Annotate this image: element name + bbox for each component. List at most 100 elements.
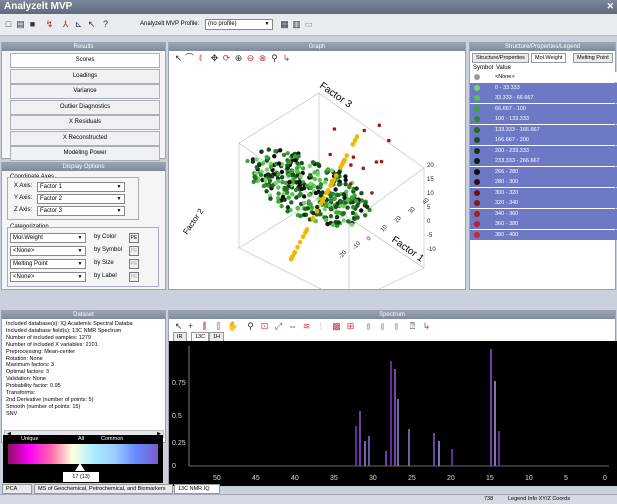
window-icon[interactable]: ▭ <box>304 19 313 29</box>
pointer-icon[interactable]: ↖ <box>174 321 183 331</box>
reset-icon[interactable]: ⊗ <box>258 53 267 63</box>
rotate-icon[interactable]: ⟳ <box>222 53 231 63</box>
lasso-icon[interactable]: ⌒ <box>184 53 194 63</box>
chart-icon[interactable]: ↯ <box>45 19 54 29</box>
open-folder-icon[interactable]: ▤ <box>16 19 25 29</box>
export-icon[interactable]: ↳ <box>422 321 431 331</box>
scroll-left-icon[interactable]: ◀ <box>7 431 11 437</box>
table-icon[interactable]: ▥ <box>292 19 301 29</box>
scroll-right-icon[interactable]: ▶ <box>157 431 161 437</box>
legend-row[interactable]: 200 - 233.333 <box>470 145 617 156</box>
scatter-point <box>302 212 307 217</box>
document-tab-1[interactable]: MS of Geochemical, Petrochemical, and Bi… <box>34 484 173 494</box>
color-map-icon[interactable]: ▩ <box>332 321 341 331</box>
category-select-0[interactable]: Mol.Weight ▼ <box>10 233 86 243</box>
axis-select-label-2: Z Axis: <box>14 207 33 213</box>
scatter-point <box>261 183 267 189</box>
stack-icon[interactable]: ⫶ <box>319 321 322 331</box>
category-options-button-2[interactable]: PE <box>129 259 139 269</box>
axis-icon[interactable]: ↳ <box>282 53 291 63</box>
category-select-1[interactable]: <None> ▼ <box>10 246 86 256</box>
grid-icon[interactable]: ⊞ <box>346 321 355 331</box>
category-options-button-3[interactable]: PE <box>129 272 139 282</box>
results-item-1[interactable]: Loadings <box>10 68 160 84</box>
legend-row[interactable]: 266 - 280 <box>470 166 617 177</box>
category-options-button-1[interactable]: PE <box>129 246 139 256</box>
graph-z-tick: -10 <box>427 247 436 253</box>
scatter-point <box>337 170 342 175</box>
legend-row[interactable]: 233.333 - 266.667 <box>470 156 617 166</box>
move-icon[interactable]: ✥ <box>210 53 219 63</box>
axis-select-1[interactable]: Factor 2 ▼ <box>37 194 125 204</box>
category-select-2[interactable]: Melting Point ▼ <box>10 259 86 269</box>
results-item-6[interactable]: Modeling Power <box>10 146 160 161</box>
legend-row[interactable]: 0 - 33.333 <box>470 82 617 93</box>
grid-icon[interactable]: ▦ <box>280 19 289 29</box>
legend-row[interactable]: 360 - 380 <box>470 219 617 229</box>
axis-select-2[interactable]: Factor 3 ▼ <box>37 206 125 216</box>
scores-3d-plot[interactable]: Factor 3 Factor 1 Factor 2 -20-100102030… <box>169 63 467 291</box>
legend-tab-1[interactable]: Mol.Weight <box>531 53 567 63</box>
model-icon[interactable]: ⅄ <box>62 19 69 29</box>
zoom-out-icon[interactable]: ⊖ <box>246 53 255 63</box>
legend-row[interactable]: 100 - 133.333 <box>470 114 617 124</box>
scatter-point <box>264 167 270 172</box>
document-tab-2[interactable]: 13C NMR IQ <box>174 484 220 494</box>
peaks-icon[interactable]: ⫼ <box>202 321 207 331</box>
legend-row[interactable]: 280 - 300 <box>470 177 617 187</box>
profile-select[interactable]: (no profile) ▼ <box>205 19 273 30</box>
zoom-in-icon[interactable]: ⊕ <box>234 53 243 63</box>
results-item-0[interactable]: Scores <box>10 53 160 68</box>
legend-row[interactable]: 66.667 - 100 <box>470 103 617 114</box>
scatter-point <box>343 177 348 183</box>
legend-row[interactable]: 133.333 - 166.667 <box>470 124 617 135</box>
legend-row[interactable]: 380 - 400 <box>470 229 617 240</box>
legend-row[interactable]: 166.667 - 200 <box>470 135 617 145</box>
overlay-icon[interactable]: ≋ <box>302 321 311 331</box>
legend-value: 280 - 300 <box>495 179 519 185</box>
legend-value: 380 - 400 <box>495 231 519 238</box>
legend-row[interactable]: 320 - 340 <box>470 198 617 208</box>
category-options-button-0[interactable]: PE <box>129 233 139 243</box>
hand-icon[interactable]: ✋ <box>227 321 239 331</box>
axis-select-0[interactable]: Factor 1 ▼ <box>37 182 125 192</box>
scatter-point <box>339 203 344 208</box>
legend-value: 200 - 233.333 <box>495 147 529 154</box>
zoom-area-icon[interactable]: ⊡ <box>260 321 269 331</box>
legend-tab-2[interactable]: Melting Point <box>573 53 613 63</box>
legend-row[interactable]: 33.333 - 66.667 <box>470 93 617 103</box>
magnify-icon[interactable]: ⚲ <box>271 53 278 63</box>
results-item-3[interactable]: Outlier Diagnostics <box>10 99 160 115</box>
brush-icon[interactable]: ℓ <box>199 53 202 63</box>
document-tab-0[interactable]: PCA <box>2 484 32 494</box>
legend-row[interactable]: <None> <box>470 72 617 82</box>
save-icon[interactable]: ■ <box>29 19 36 29</box>
zoom-icon[interactable]: ⚲ <box>247 321 254 331</box>
bars-icon[interactable]: ⫿ <box>217 321 220 331</box>
scatter-point-highlight <box>320 198 325 203</box>
category-select-3[interactable]: <None> ▼ <box>10 272 86 282</box>
legend-tab-0[interactable]: Structure/Properties <box>472 53 529 63</box>
results-item-4[interactable]: X Residuals <box>10 115 160 130</box>
select-icon[interactable]: ⊾ <box>74 19 83 29</box>
pointer-icon[interactable]: ↖ <box>87 19 96 29</box>
help-icon[interactable]: ? <box>102 19 108 29</box>
arrows-icon[interactable]: ⇔ <box>288 321 297 331</box>
legend-row[interactable]: 300 - 320 <box>470 187 617 198</box>
bars-2-icon[interactable]: ⫾ <box>367 321 370 331</box>
scatter-point <box>268 164 274 170</box>
pointer-icon[interactable]: ↖ <box>174 53 183 63</box>
legend-row[interactable]: 340 - 360 <box>470 208 617 219</box>
crosshair-icon[interactable]: + <box>187 321 194 331</box>
fit-icon[interactable]: ⤢ <box>274 321 283 331</box>
results-item-5[interactable]: X Reconstructed <box>10 130 160 146</box>
bars-3-icon[interactable]: ⫾ <box>381 321 384 331</box>
close-icon[interactable]: ✕ <box>606 1 614 11</box>
results-item-2[interactable]: Variance <box>10 84 160 99</box>
label-icon[interactable]: ⍰ <box>409 321 416 331</box>
slider-thumb-icon[interactable] <box>75 463 85 471</box>
legend-symbol <box>474 126 480 133</box>
bars-4-icon[interactable]: ⫾ <box>395 321 398 331</box>
new-file-icon[interactable]: □ <box>5 19 12 29</box>
